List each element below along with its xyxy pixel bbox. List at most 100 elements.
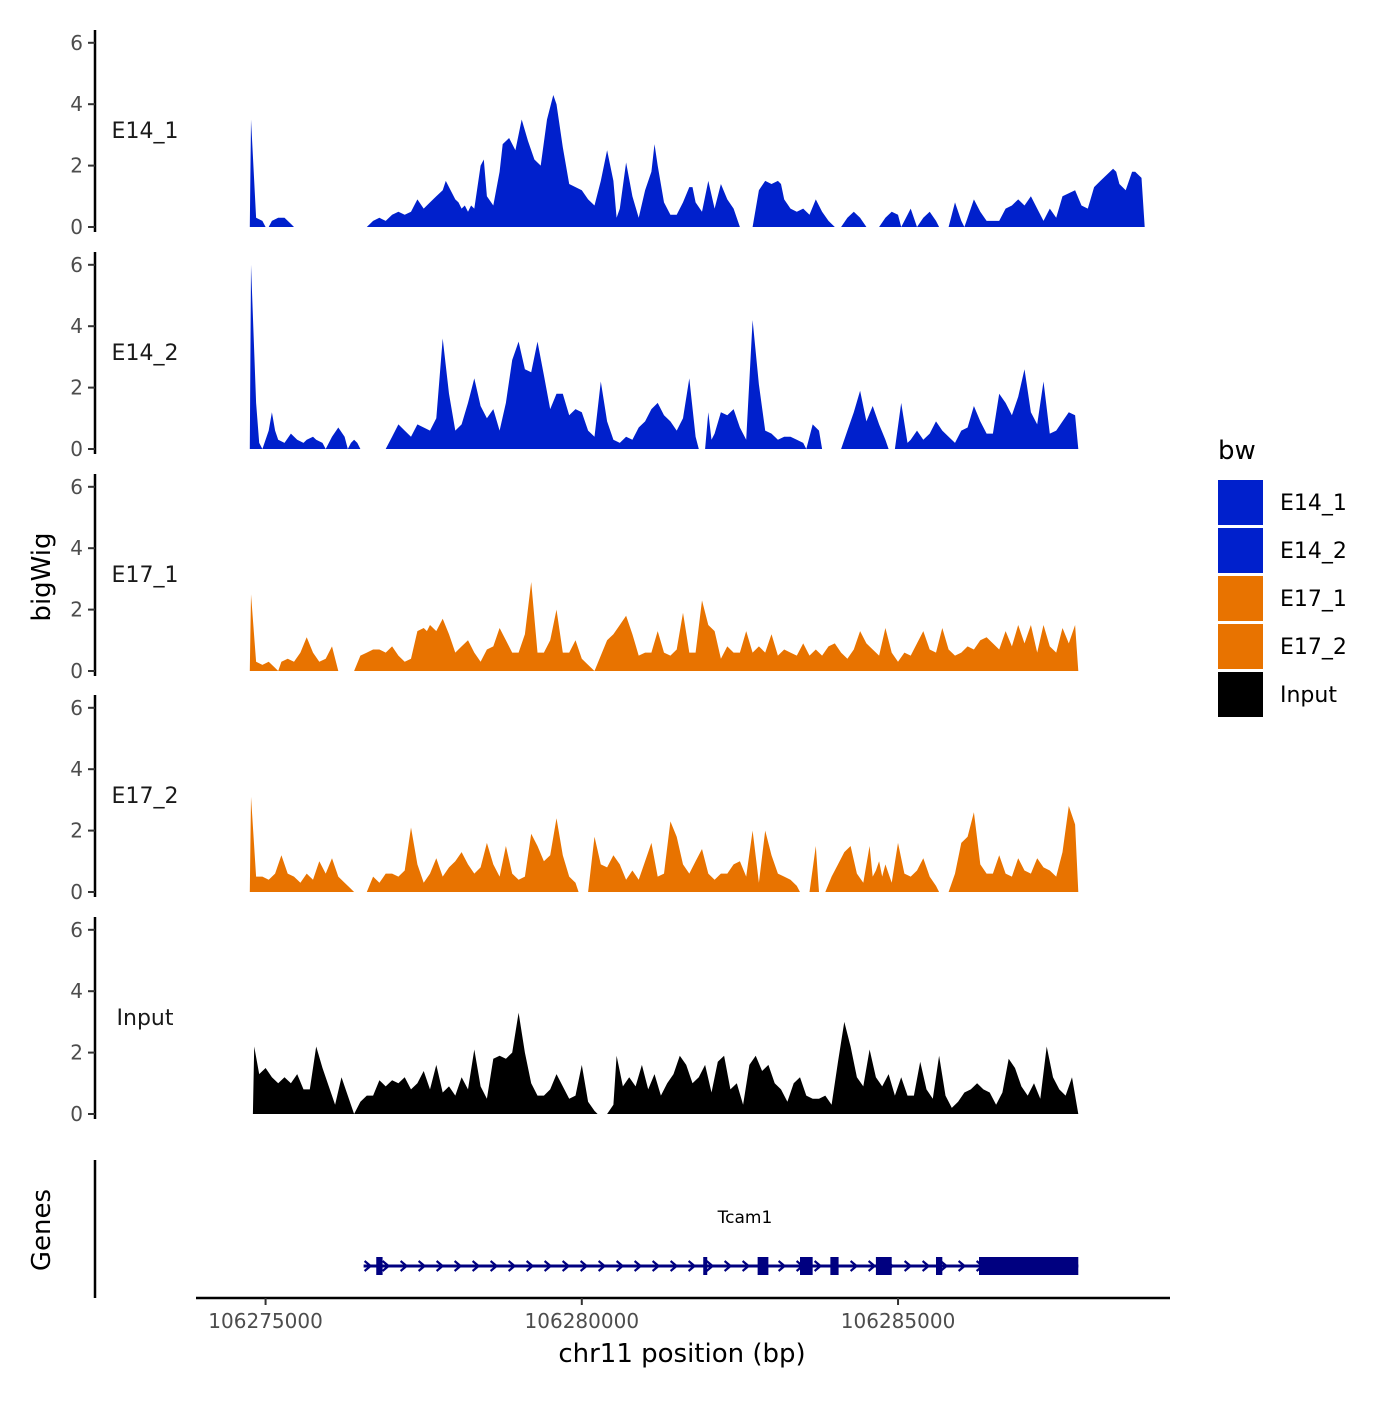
legend-label: E14_2 (1280, 539, 1347, 564)
y-tick-label: 2 (70, 376, 83, 400)
strand-arrow (921, 1260, 931, 1272)
signal-area-E14_2 (249, 264, 1079, 449)
legend-item-E17_2: E17_2 (1218, 624, 1347, 669)
y-tick-label: 6 (70, 31, 83, 55)
y-tick-label: 2 (70, 598, 83, 622)
signal-area-E17_2 (249, 796, 1079, 892)
strand-arrow (903, 1260, 913, 1272)
strand-arrow (813, 1260, 823, 1272)
strand-arrow (651, 1260, 661, 1272)
y-tick-label: 0 (70, 437, 83, 461)
strand-arrow (687, 1260, 697, 1272)
track-E14_1: 0 2 4 6 E14_1 (70, 30, 1145, 239)
legend-swatch (1218, 528, 1263, 573)
x-tick-label: 106285000 (841, 1309, 956, 1333)
legend-item-Input: Input (1218, 672, 1337, 717)
strand-arrow (435, 1260, 445, 1272)
track-E17_1: 0 2 4 6 E17_1 (70, 474, 1079, 683)
strand-arrow (669, 1260, 679, 1272)
legend-swatch (1218, 672, 1263, 717)
strand-arrow (633, 1260, 643, 1272)
strand-arrow (777, 1260, 787, 1272)
signal-area-E17_1 (249, 582, 1079, 671)
signal-area-Input (252, 1012, 1079, 1114)
y-tick-label: 2 (70, 1041, 83, 1065)
y-tick-label: 6 (70, 475, 83, 499)
strand-arrow (561, 1260, 571, 1272)
track-label: E14_1 (112, 119, 179, 144)
gene-track-panel: Tcam1 (93, 1160, 1079, 1298)
gene-exon (830, 1257, 839, 1275)
y-tick-label: 2 (70, 154, 83, 178)
strand-arrow (399, 1260, 409, 1272)
legend-item-E14_1: E14_1 (1218, 480, 1347, 525)
y-tick-label: 0 (70, 1102, 83, 1126)
legend: E14_1 E14_2 E17_1 E17_2 Input (1218, 480, 1347, 717)
strand-arrow (741, 1260, 751, 1272)
track-E17_2: 0 2 4 6 E17_2 (70, 695, 1079, 904)
x-axis-title: chr11 position (bp) (558, 1339, 805, 1369)
y-tick-label: 4 (70, 757, 83, 781)
gene-exon (800, 1257, 813, 1275)
y-tick-label: 6 (70, 918, 83, 942)
legend-swatch (1218, 624, 1263, 669)
x-tick-label: 106280000 (525, 1309, 640, 1333)
strand-arrow (543, 1260, 553, 1272)
strand-arrow (957, 1260, 967, 1272)
signal-area-E14_1 (249, 95, 1145, 227)
track-label: E17_1 (112, 563, 179, 588)
y-tick-label: 0 (70, 659, 83, 683)
strand-arrow (363, 1260, 373, 1272)
legend-item-E14_2: E14_2 (1218, 528, 1347, 573)
legend-label: E17_2 (1280, 635, 1347, 660)
strand-arrow (507, 1260, 517, 1272)
x-tick-label: 106275000 (208, 1309, 323, 1333)
track-Input: 0 2 4 6 Input (70, 917, 1079, 1126)
y-tick-label: 4 (70, 979, 83, 1003)
y-tick-label: 2 (70, 819, 83, 843)
legend-title: bw (1218, 436, 1256, 466)
strand-arrow (471, 1260, 481, 1272)
strand-arrow (867, 1260, 877, 1272)
strand-arrow (705, 1260, 715, 1272)
gene-exon (703, 1257, 708, 1275)
y-tick-label: 0 (70, 880, 83, 904)
legend-label: E14_1 (1280, 491, 1347, 516)
y-tick-label: 6 (70, 696, 83, 720)
strand-arrow (939, 1260, 949, 1272)
legend-swatch (1218, 480, 1263, 525)
legend-swatch (1218, 576, 1263, 621)
y-tick-label: 6 (70, 253, 83, 277)
y-axis-title: bigWig (27, 532, 57, 621)
strand-arrow (453, 1260, 463, 1272)
gene-exon (757, 1257, 769, 1275)
strand-arrow (489, 1260, 499, 1272)
strand-arrow (381, 1260, 391, 1272)
legend-label: Input (1280, 683, 1337, 708)
track-label: E14_2 (112, 341, 179, 366)
strand-arrow (615, 1260, 625, 1272)
strand-arrow (597, 1260, 607, 1272)
track-E14_2: 0 2 4 6 E14_2 (70, 252, 1079, 461)
genes-axis-title: Genes (27, 1189, 57, 1271)
track-label: E17_2 (112, 784, 179, 809)
gene-exon (978, 1257, 1079, 1275)
gene-exon (935, 1257, 943, 1275)
y-tick-label: 4 (70, 92, 83, 116)
legend-item-E17_1: E17_1 (1218, 576, 1347, 621)
x-axis: 106275000 106280000 106285000 (196, 1296, 1170, 1333)
strand-arrow (723, 1260, 733, 1272)
strand-arrow (849, 1260, 859, 1272)
legend-label: E17_1 (1280, 587, 1347, 612)
bigwig-tracks: 0 2 4 6 E14_1 0 2 4 6 E14_2 0 2 4 6 E17_1 0 2 4 6 E17_2 0 2 4 6… (70, 30, 1145, 1126)
y-tick-label: 4 (70, 314, 83, 338)
strand-arrow (579, 1260, 589, 1272)
track-label: Input (117, 1006, 174, 1031)
gene-exon (875, 1257, 892, 1275)
strand-arrow (525, 1260, 535, 1272)
gene-name-label: Tcam1 (717, 1208, 773, 1228)
strand-arrow (417, 1260, 427, 1272)
gene-exon (376, 1257, 383, 1275)
